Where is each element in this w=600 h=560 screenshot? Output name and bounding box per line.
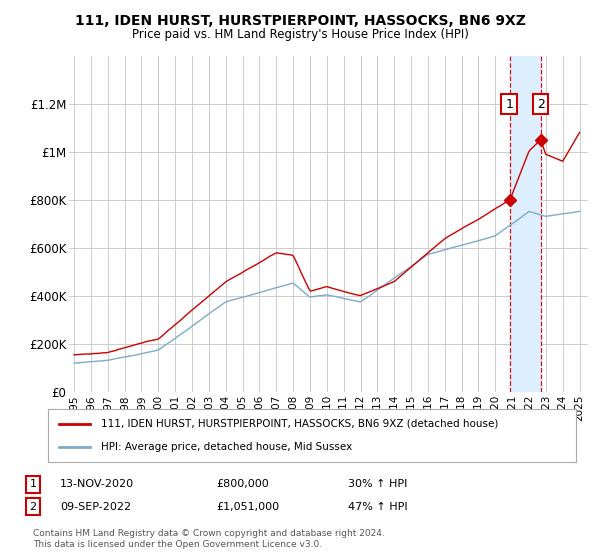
Text: 47% ↑ HPI: 47% ↑ HPI	[348, 502, 407, 512]
Text: 1: 1	[505, 97, 513, 110]
Text: Contains HM Land Registry data © Crown copyright and database right 2024.
This d: Contains HM Land Registry data © Crown c…	[33, 529, 385, 549]
Text: £800,000: £800,000	[216, 479, 269, 489]
Text: 111, IDEN HURST, HURSTPIERPOINT, HASSOCKS, BN6 9XZ: 111, IDEN HURST, HURSTPIERPOINT, HASSOCK…	[74, 14, 526, 28]
Text: 2: 2	[537, 97, 545, 110]
Text: 13-NOV-2020: 13-NOV-2020	[60, 479, 134, 489]
Text: HPI: Average price, detached house, Mid Sussex: HPI: Average price, detached house, Mid …	[101, 442, 352, 452]
Bar	[510, 56, 541, 392]
Text: £1,051,000: £1,051,000	[216, 502, 279, 512]
Text: 111, IDEN HURST, HURSTPIERPOINT, HASSOCKS, BN6 9XZ (detached house): 111, IDEN HURST, HURSTPIERPOINT, HASSOCK…	[101, 419, 498, 429]
Text: 09-SEP-2022: 09-SEP-2022	[60, 502, 131, 512]
Text: 2: 2	[29, 502, 37, 512]
Text: 30% ↑ HPI: 30% ↑ HPI	[348, 479, 407, 489]
Text: 1: 1	[29, 479, 37, 489]
Text: Price paid vs. HM Land Registry's House Price Index (HPI): Price paid vs. HM Land Registry's House …	[131, 28, 469, 41]
